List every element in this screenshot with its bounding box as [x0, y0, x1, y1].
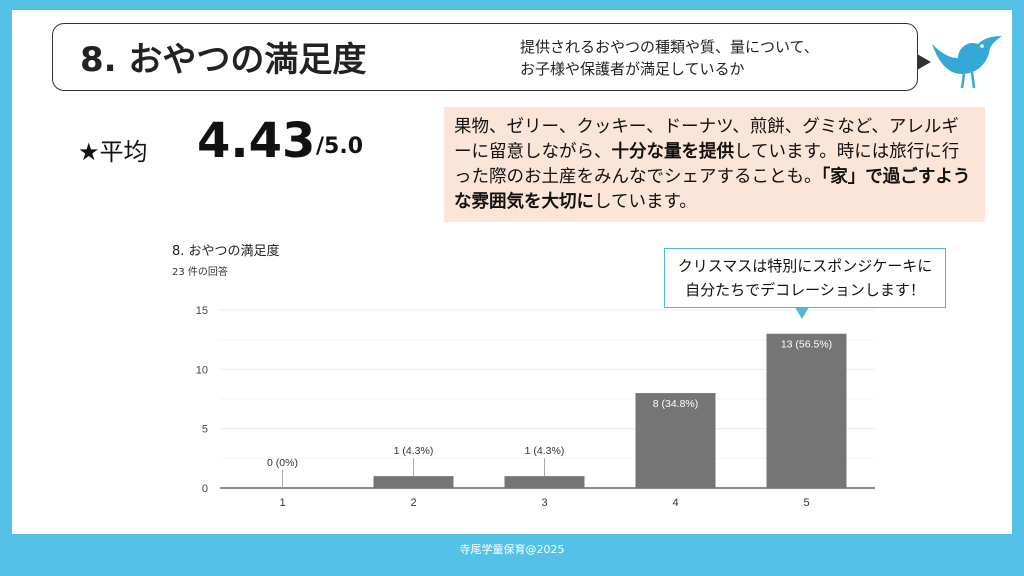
average-max: /5.0	[316, 134, 364, 159]
bar	[766, 333, 847, 488]
y-tick-label: 5	[202, 424, 208, 436]
average-value: 4.43	[197, 113, 316, 169]
bar	[373, 476, 454, 488]
average-label: ★平均	[78, 138, 148, 166]
bar	[635, 393, 716, 488]
data-label: 8 (34.8%)	[653, 398, 699, 410]
data-label: 13 (56.5%)	[781, 339, 832, 351]
subtitle: 提供されるおやつの種類や質、量について、 お子様や保護者が満足しているか	[520, 36, 819, 80]
subtitle-line: お子様や保護者が満足しているか	[520, 60, 745, 78]
callout-line: クリスマスは特別にスポンジケーキに	[677, 257, 933, 275]
footer-text: 寺尾学童保育@2025	[459, 543, 565, 556]
x-tick-label: 3	[541, 497, 547, 509]
description-segment: しています。	[594, 192, 697, 212]
callout-line: 自分たちでデコレーションします！	[685, 281, 925, 299]
data-label: 1 (4.3%)	[394, 445, 434, 457]
description-segment: 果物、ゼリー、クッキー、ドーナツ、煎餅、グミなど、アレルギーに留意しながら、	[454, 117, 959, 162]
x-tick-label: 5	[803, 497, 809, 509]
data-label: 0 (0%)	[267, 457, 298, 469]
subtitle-line: 提供されるおやつの種類や質、量について、	[520, 38, 819, 56]
title-box	[52, 23, 931, 91]
x-tick-label: 4	[672, 497, 678, 509]
y-tick-label: 10	[196, 364, 208, 376]
x-tick-label: 2	[410, 497, 416, 509]
bar	[504, 476, 585, 488]
chart-title: 8. おやつの満足度	[172, 244, 280, 259]
page-title: 8. おやつの満足度	[80, 40, 367, 80]
description-segment: 十分な量を提供	[611, 142, 735, 162]
chart-response-count: 23 件の回答	[172, 267, 228, 278]
data-label: 1 (4.3%)	[525, 445, 565, 457]
y-tick-label: 15	[196, 305, 208, 317]
description-segment: 「家」で過ごすような雰囲気を大切に	[454, 167, 971, 212]
x-tick-label: 1	[279, 497, 285, 509]
description-segment: しています。時には旅行に行った際のお土産をみんなでシェアすることも。	[454, 142, 960, 187]
bird-icon	[932, 36, 1002, 89]
y-tick-label: 0	[202, 483, 208, 495]
description-box: 果物、ゼリー、クッキー、ドーナツ、煎餅、グミなど、アレルギーに留意しながら、十分…	[444, 107, 985, 222]
callout-bubble: クリスマスは特別にスポンジケーキに 自分たちでデコレーションします！	[664, 248, 946, 319]
